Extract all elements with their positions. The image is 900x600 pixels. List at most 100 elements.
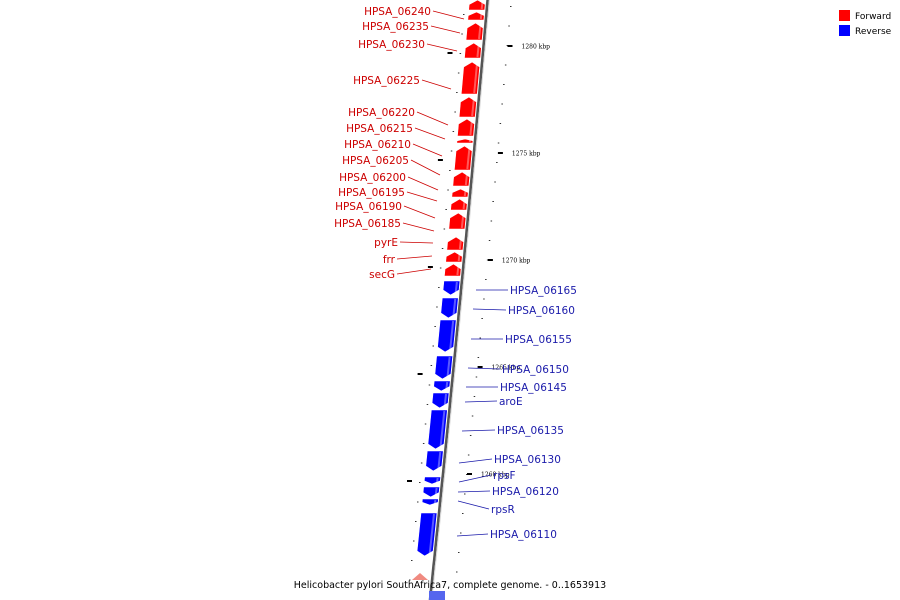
minor-tick xyxy=(413,540,415,542)
reverse-gene-feature[interactable] xyxy=(425,450,444,472)
forward-leader-line xyxy=(396,255,433,260)
reverse-gene-label[interactable]: rpsR xyxy=(491,504,515,516)
minor-tick xyxy=(467,454,470,456)
forward-gene-feature[interactable] xyxy=(444,263,462,277)
minor-tick xyxy=(459,53,462,54)
reverse-gene-label[interactable]: HPSA_06110 xyxy=(490,529,557,541)
reverse-gene-label[interactable]: HPSA_06135 xyxy=(497,425,564,437)
minor-tick xyxy=(479,337,481,339)
minor-tick xyxy=(454,111,456,113)
minor-tick xyxy=(490,220,493,222)
feature-shade xyxy=(428,513,435,556)
kbp-label: 1260 kbp xyxy=(481,472,510,479)
forward-gene-label[interactable]: HPSA_06205 xyxy=(342,155,409,167)
forward-gene-label[interactable]: HPSA_06230 xyxy=(358,39,425,51)
reverse-gene-label[interactable]: rpsF xyxy=(493,470,516,482)
reverse-gene-feature[interactable] xyxy=(440,297,459,319)
forward-gene-label[interactable]: HPSA_06240 xyxy=(364,6,431,18)
backbone-line xyxy=(428,0,489,600)
reverse-gene-label[interactable]: HPSA_06155 xyxy=(505,334,572,346)
reverse-gene-label[interactable]: aroE xyxy=(499,396,523,408)
major-tick xyxy=(497,152,503,154)
feature-shade xyxy=(460,213,465,229)
forward-gene-label[interactable]: secG xyxy=(369,269,395,281)
forward-leader-line xyxy=(416,111,449,126)
forward-gene-label[interactable]: HPSA_06210 xyxy=(344,139,411,151)
forward-gene-label[interactable]: HPSA_06200 xyxy=(339,172,406,184)
forward-gene-feature[interactable] xyxy=(450,198,468,211)
forward-gene-label[interactable]: HPSA_06185 xyxy=(334,218,401,230)
reverse-gene-label[interactable]: HPSA_06145 xyxy=(500,382,567,394)
forward-gene-feature[interactable] xyxy=(412,573,428,580)
major-tick xyxy=(427,266,433,268)
feature-shade xyxy=(454,281,458,295)
major-tick xyxy=(477,366,483,368)
reverse-gene-feature[interactable] xyxy=(433,380,451,392)
forward-gene-feature[interactable] xyxy=(464,42,482,59)
forward-gene-feature[interactable] xyxy=(460,61,480,95)
reverse-gene-feature[interactable] xyxy=(442,280,461,296)
forward-gene-label[interactable]: HPSA_06235 xyxy=(362,21,429,33)
minor-tick xyxy=(485,279,487,280)
reverse-gene-feature[interactable] xyxy=(416,512,438,557)
feature-shade xyxy=(479,12,483,20)
feature-shade xyxy=(435,477,439,484)
minor-tick xyxy=(432,345,434,347)
reverse-gene-feature[interactable] xyxy=(437,319,457,353)
forward-leader-line xyxy=(396,268,432,275)
reverse-gene-feature[interactable] xyxy=(423,476,441,485)
forward-leader-line xyxy=(412,143,443,157)
forward-gene-feature[interactable] xyxy=(452,171,470,187)
forward-gene-label[interactable]: HPSA_06190 xyxy=(335,201,402,213)
major-tick xyxy=(487,259,493,261)
forward-gene-feature[interactable] xyxy=(457,118,475,137)
reverse-leader-line xyxy=(472,308,507,311)
reverse-gene-feature[interactable] xyxy=(427,409,448,450)
minor-tick xyxy=(434,326,436,327)
minor-tick xyxy=(488,240,491,241)
major-tick xyxy=(417,373,423,375)
legend: Forward Reverse xyxy=(839,10,892,37)
forward-gene-label[interactable]: pyrE xyxy=(374,237,398,249)
feature-shade xyxy=(458,237,463,250)
reverse-gene-label[interactable]: HPSA_06120 xyxy=(492,486,559,498)
forward-gene-feature[interactable] xyxy=(458,96,477,118)
minor-tick xyxy=(419,482,421,483)
reverse-gene-feature[interactable] xyxy=(431,392,450,409)
minor-tick xyxy=(460,532,462,534)
forward-gene-feature[interactable] xyxy=(467,11,485,21)
reverse-gene-label[interactable]: HPSA_06130 xyxy=(494,454,561,466)
minor-tick xyxy=(415,521,417,522)
forward-gene-feature[interactable] xyxy=(446,236,464,251)
forward-gene-label[interactable]: HPSA_06220 xyxy=(348,107,415,119)
minor-tick xyxy=(492,201,494,202)
reverse-gene-label[interactable]: HPSA_06160 xyxy=(508,305,575,317)
minor-tick xyxy=(449,170,451,171)
reverse-gene-label[interactable]: HPSA_06150 xyxy=(502,364,569,376)
forward-gene-feature[interactable] xyxy=(456,138,474,144)
feature-shade xyxy=(456,264,460,276)
forward-leader-line xyxy=(426,43,458,52)
major-tick xyxy=(507,45,513,47)
forward-gene-feature[interactable] xyxy=(453,145,473,171)
forward-gene-feature[interactable] xyxy=(448,212,467,230)
feature-shade xyxy=(452,298,457,318)
reverse-leader-line xyxy=(461,429,496,432)
reverse-gene-label[interactable]: HPSA_06165 xyxy=(510,285,577,297)
reverse-gene-feature[interactable] xyxy=(422,486,440,498)
minor-tick xyxy=(450,150,453,152)
forward-gene-feature[interactable] xyxy=(451,188,469,198)
forward-gene-label[interactable]: HPSA_06225 xyxy=(353,75,420,87)
forward-gene-label[interactable]: HPSA_06195 xyxy=(338,187,405,199)
forward-gene-label[interactable]: frr xyxy=(383,254,396,266)
minor-tick xyxy=(461,33,463,35)
forward-gene-label[interactable]: HPSA_06215 xyxy=(346,123,413,135)
reverse-gene-feature[interactable] xyxy=(429,591,445,600)
forward-gene-feature[interactable] xyxy=(468,0,486,11)
minor-tick xyxy=(430,365,433,366)
reverse-gene-feature[interactable] xyxy=(434,355,453,380)
feature-shade xyxy=(464,172,469,186)
reverse-gene-feature[interactable] xyxy=(421,498,439,506)
forward-gene-feature[interactable] xyxy=(445,251,463,263)
forward-gene-feature[interactable] xyxy=(465,22,484,41)
